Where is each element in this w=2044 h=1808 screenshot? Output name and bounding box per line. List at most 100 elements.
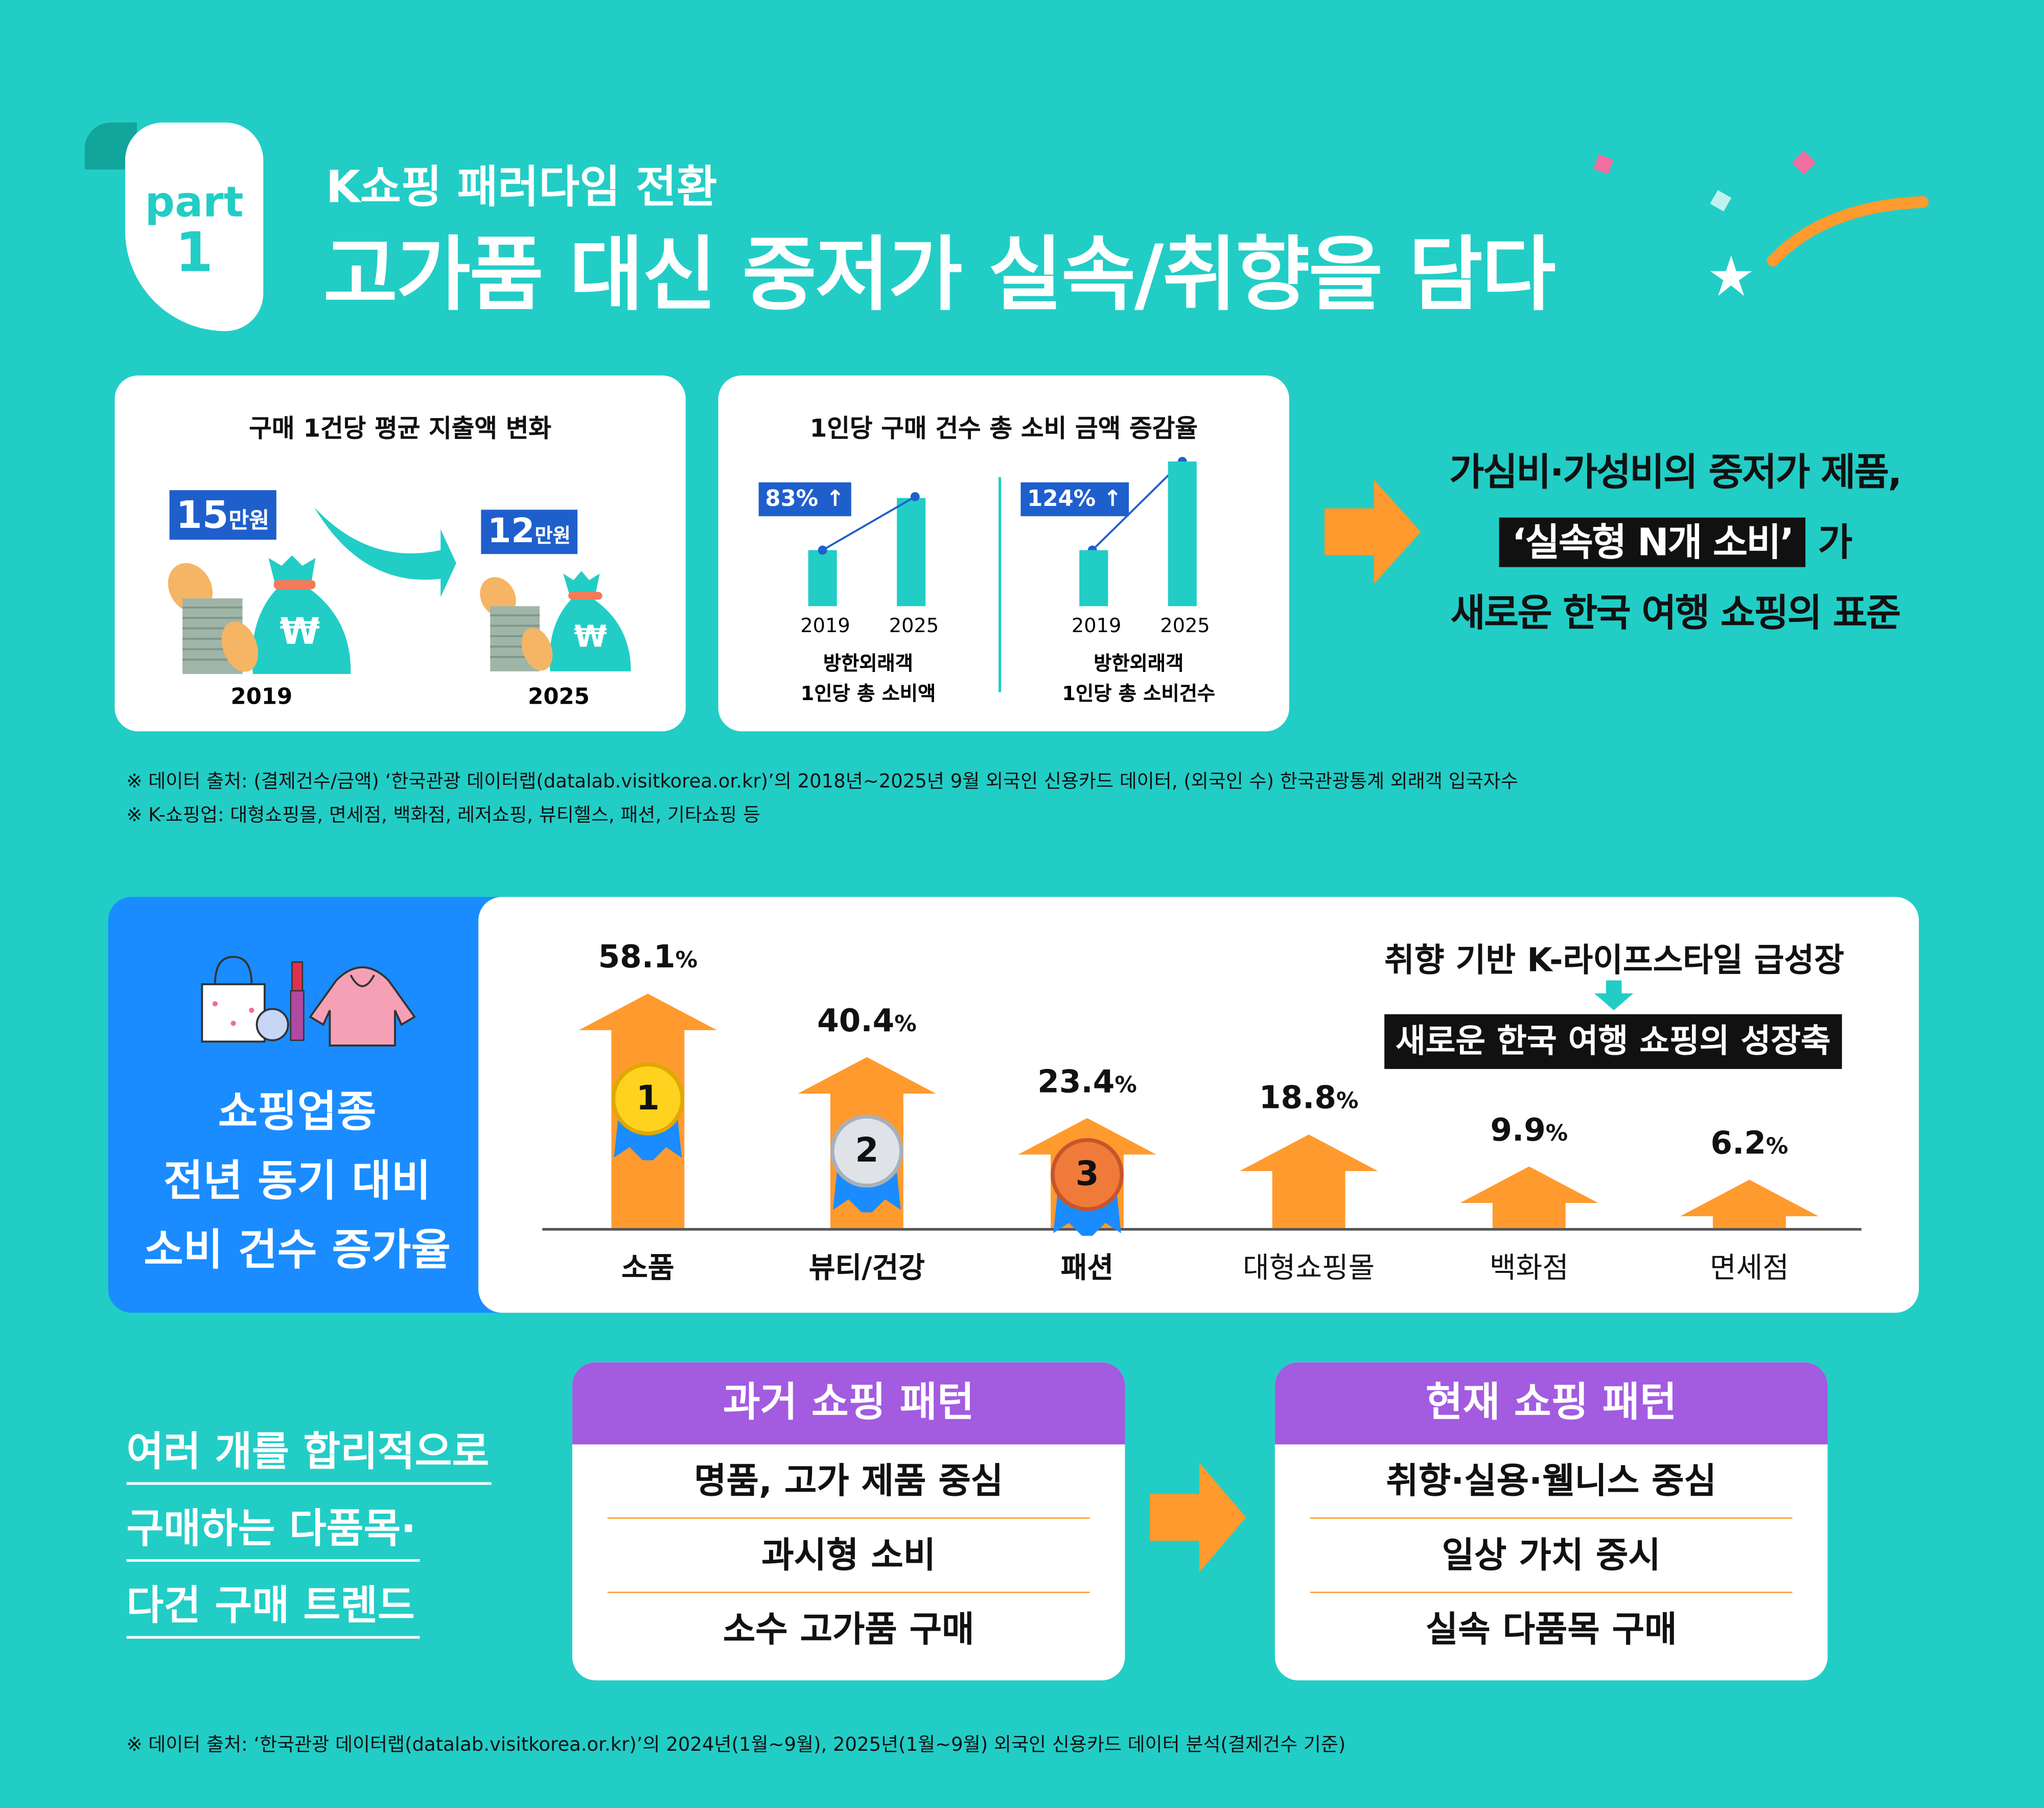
part-number: 1 <box>175 220 214 285</box>
after-amount-tag: 12만원 <box>481 509 577 554</box>
trend-line-3: 다건 구매 트렌드 <box>126 1572 420 1639</box>
headline-line1: 가심비·가성비의 중저가 제품, <box>1449 450 1902 494</box>
confetti-decoration <box>1593 150 1929 296</box>
value-unit: % <box>1545 1121 1568 1147</box>
category-label: 소품 <box>621 1253 675 1286</box>
chart-label-line: 1인당 총 소비건수 <box>1062 682 1216 706</box>
present-pattern-item: 취향·실용·웰니스 중심 <box>1310 1445 1793 1519</box>
rank-medal-icon: 1 <box>611 1062 685 1135</box>
category-panel: 쇼핑업종 전년 동기 대비 소비 건수 증가율 <box>108 897 539 1313</box>
up-arrow-icon: ↑ <box>826 486 845 513</box>
rate-tag: 124% ↑ <box>1020 482 1129 517</box>
growth-rate-card: 1인당 구매 건수 총 소비 금액 증감율 83% ↑ 2019 2025 방한… <box>718 375 1289 732</box>
after-unit: 만원 <box>535 524 571 548</box>
headline-suffix: 가 <box>1818 520 1852 565</box>
hoodie-icon <box>309 966 416 1047</box>
headline-line2: ‘실속형 N개 소비’ 가 <box>1408 507 1942 577</box>
bar-2025 <box>1168 461 1197 607</box>
spend-card-title: 구매 1건당 평균 지출액 변화 <box>249 414 552 444</box>
x-label: 2025 <box>1160 614 1210 638</box>
category-label: 백화점 <box>1489 1253 1569 1286</box>
past-pattern-card: 과거 쇼핑 패턴 명품, 고가 제품 중심 과시형 소비 소수 고가품 구매 <box>572 1362 1125 1681</box>
panel-title-line: 소비 건수 증가율 <box>144 1224 451 1275</box>
part-label: part <box>145 177 244 227</box>
x-label: 2019 <box>800 614 850 638</box>
category-label: 뷰티/건강 <box>808 1253 925 1286</box>
value-label: 23.4% <box>1037 1063 1137 1100</box>
shopping-icons <box>201 956 416 1047</box>
bottom-source-note: ※ 데이터 출처: ‘한국관광 데이터랩(datalab.visitkorea.… <box>126 1735 1346 1756</box>
lipstick-icon <box>256 961 305 1041</box>
category-label: 패션 <box>1060 1253 1114 1286</box>
chart-label-line: 방한외래객 <box>1094 652 1184 676</box>
value-unit: % <box>675 948 698 975</box>
value-label: 18.8% <box>1259 1080 1359 1116</box>
panel-title-line: 쇼핑업종 <box>218 1085 377 1137</box>
value-number: 40.4 <box>817 1002 895 1039</box>
after-year: 2025 <box>528 684 590 711</box>
svg-text:₩: ₩ <box>280 610 320 653</box>
bar-2019 <box>808 550 837 607</box>
value-number: 58.1 <box>598 939 676 976</box>
divider <box>998 477 1002 692</box>
headline-highlight: ‘실속형 N개 소비’ <box>1499 517 1806 567</box>
value-label: 9.9% <box>1490 1111 1568 1148</box>
value-number: 18.8 <box>1259 1079 1336 1117</box>
value-unit: % <box>1766 1134 1788 1161</box>
chart-label-line: 1인당 총 소비액 <box>800 682 936 706</box>
x-label: 2025 <box>889 614 939 638</box>
before-amount-tag: 15만원 <box>169 490 276 540</box>
value-number: 23.4 <box>1037 1063 1115 1100</box>
money-bag-icon: ₩ <box>168 555 351 674</box>
present-pattern-title: 현재 쇼핑 패턴 <box>1274 1362 1828 1445</box>
value-unit: % <box>1336 1088 1359 1115</box>
growth-card-title: 1인당 구매 건수 총 소비 금액 증감율 <box>809 414 1198 444</box>
growth-arrow-bar <box>1460 1166 1598 1228</box>
callout-top: 취향 기반 K-라이프스타일 급성장 <box>1384 941 1844 979</box>
rate-value: 124% <box>1027 486 1096 513</box>
scope-note: ※ K-쇼핑업: 대형쇼핑몰, 면세점, 백화점, 레저쇼핑, 뷰티헬스, 패션… <box>126 805 760 827</box>
right-arrow-icon <box>1149 1463 1246 1572</box>
up-arrow-icon: ↑ <box>1103 486 1122 513</box>
rate-value: 83% <box>765 486 819 513</box>
right-arrow-icon <box>1324 479 1421 584</box>
value-unit: % <box>894 1011 917 1038</box>
headline-line3: 새로운 한국 여행 쇼핑의 표준 <box>1450 590 1901 635</box>
bar-2025 <box>897 498 926 607</box>
callout-box: 새로운 한국 여행 쇼핑의 성장축 <box>1384 1014 1842 1069</box>
shopping-bag-icon <box>201 956 266 1043</box>
rank-medal-icon: 2 <box>830 1115 903 1188</box>
value-number: 6.2 <box>1710 1125 1766 1162</box>
rank-medal-icon: 3 <box>1051 1138 1124 1211</box>
past-pattern-title: 과거 쇼핑 패턴 <box>572 1362 1125 1445</box>
source-note: ※ 데이터 출처: (결제건수/금액) ‘한국관광 데이터랩(datalab.v… <box>126 772 1518 793</box>
value-label: 40.4% <box>817 1002 917 1038</box>
chart-label: 방한외래객 1인당 총 소비액 <box>771 649 966 709</box>
decrease-arrow-icon <box>314 507 456 597</box>
svg-text:₩: ₩ <box>574 619 607 654</box>
rate-tag: 83% ↑ <box>758 482 851 517</box>
chart-label: 방한외래객 1인당 총 소비건수 <box>1031 649 1246 709</box>
growth-chart-card <box>478 897 1919 1313</box>
after-amount: 12 <box>487 512 535 552</box>
headline: 가심비·가성비의 중저가 제품, ‘실속형 N개 소비’ 가 새로운 한국 여행… <box>1408 437 1942 648</box>
category-label: 면세점 <box>1709 1253 1789 1286</box>
past-pattern-item: 소수 고가품 구매 <box>723 1610 974 1651</box>
growth-arrow-bar <box>1240 1134 1378 1228</box>
header-subtitle: K쇼핑 패러다임 전환 <box>326 161 717 214</box>
panel-title-line: 전년 동기 대비 <box>163 1155 431 1206</box>
trend-line-2: 구매하는 다품목· <box>126 1495 420 1562</box>
value-label: 58.1% <box>598 939 698 975</box>
present-pattern-item: 일상 가치 중시 <box>1310 1519 1793 1593</box>
down-arrow-icon <box>1594 980 1634 1011</box>
before-unit: 만원 <box>228 508 270 535</box>
chart-baseline <box>542 1228 1862 1230</box>
past-pattern-item: 명품, 고가 제품 중심 <box>607 1445 1090 1519</box>
before-amount: 15 <box>176 493 229 538</box>
present-pattern-card: 현재 쇼핑 패턴 취향·실용·웰니스 중심 일상 가치 중시 실속 다품목 구매 <box>1274 1362 1828 1681</box>
value-number: 9.9 <box>1490 1111 1546 1148</box>
present-pattern-item: 실속 다품목 구매 <box>1425 1610 1677 1651</box>
header-title: 고가품 대신 중저가 실속/취향을 담다 <box>323 226 1556 322</box>
value-label: 6.2% <box>1710 1125 1788 1161</box>
